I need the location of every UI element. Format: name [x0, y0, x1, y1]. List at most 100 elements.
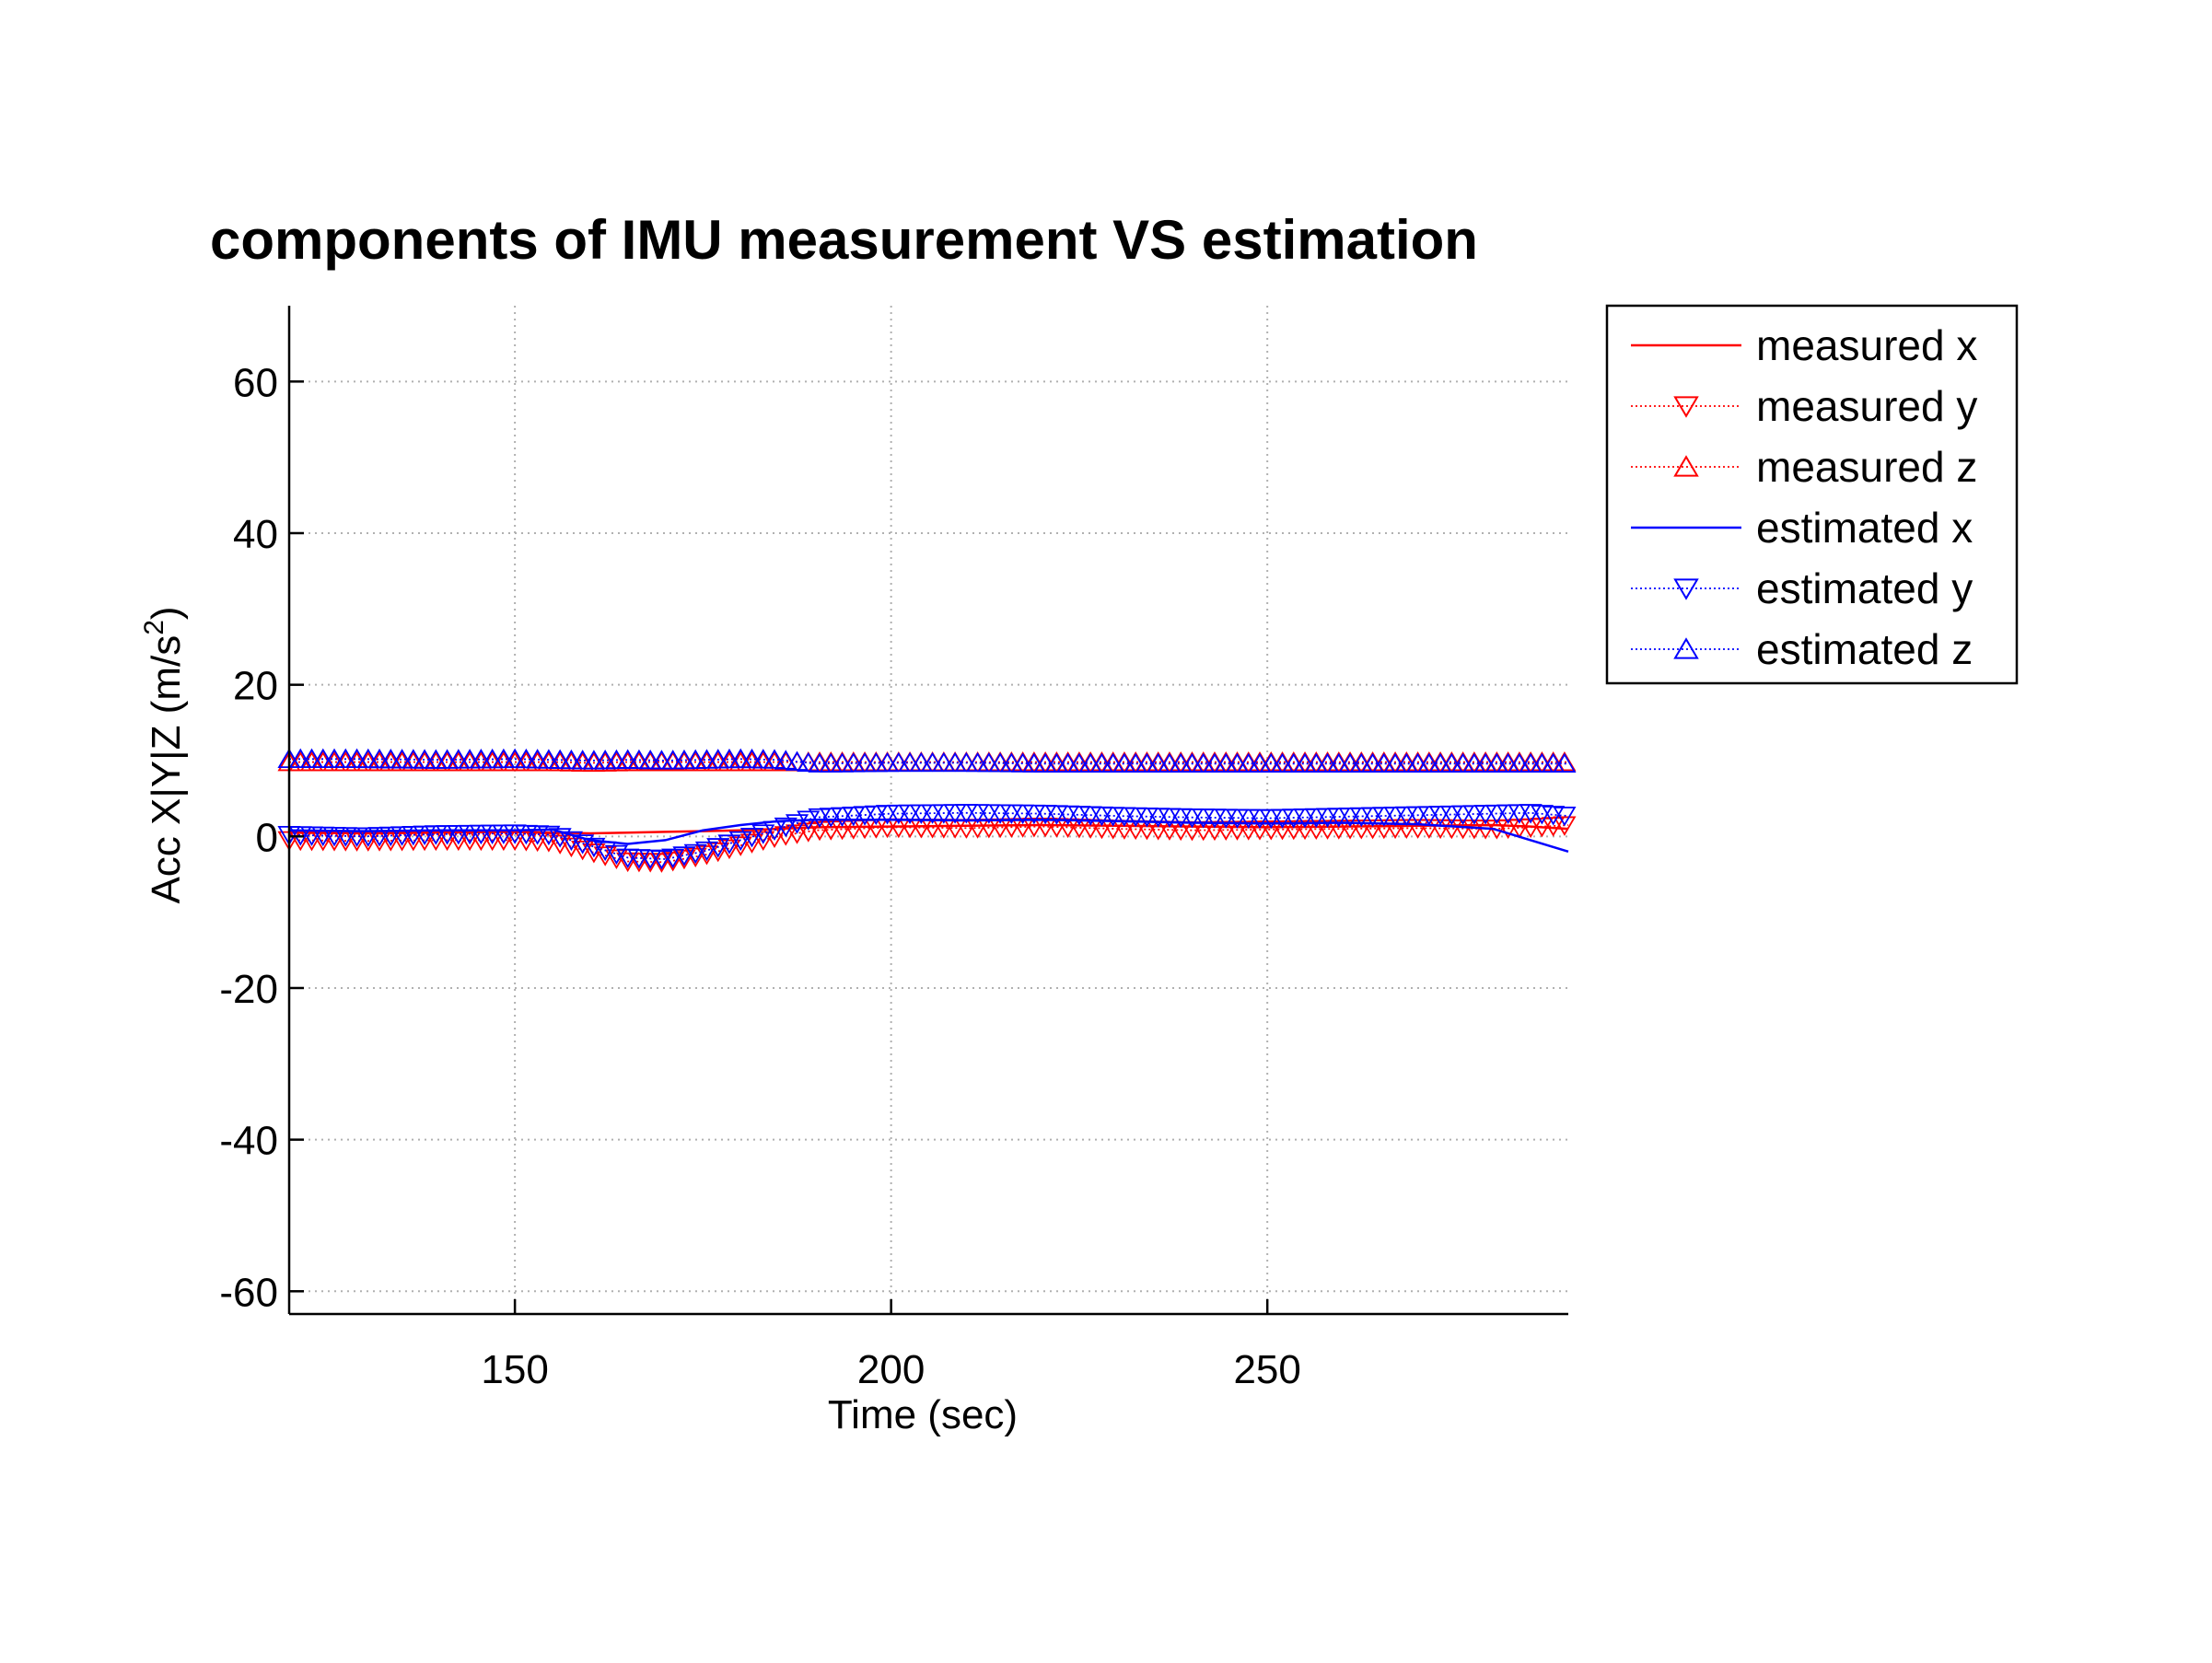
series-estimated-y — [277, 804, 1577, 870]
data-point-marker — [604, 749, 628, 770]
data-point-marker — [514, 748, 538, 769]
data-point-marker — [1394, 819, 1418, 840]
data-point-marker — [1101, 807, 1125, 827]
data-point-marker — [1338, 820, 1362, 840]
legend-item: measured x — [1631, 321, 1977, 369]
data-point-marker — [728, 748, 752, 769]
data-point-marker — [582, 750, 606, 770]
data-point-marker — [1451, 820, 1475, 840]
data-point-marker — [1112, 807, 1136, 827]
data-point-marker — [1225, 752, 1250, 773]
data-point-marker — [1203, 808, 1227, 829]
data-point-marker — [311, 748, 335, 769]
data-point-marker — [683, 843, 707, 865]
data-point-marker — [1169, 752, 1193, 773]
data-point-marker — [717, 834, 741, 855]
data-point-marker — [797, 822, 821, 843]
data-point-marker — [909, 804, 933, 824]
data-point-marker — [390, 832, 414, 852]
data-point-marker — [378, 748, 402, 769]
data-point-marker — [537, 749, 561, 769]
legend-marker — [1673, 455, 1699, 477]
y-axis-label: Acc X|Y|Z (m/s2) — [139, 606, 189, 903]
data-point-marker — [763, 820, 786, 841]
data-point-marker — [1484, 804, 1508, 825]
data-point-marker — [661, 852, 685, 872]
data-point-marker — [1011, 804, 1035, 825]
data-point-marker — [774, 817, 797, 838]
y-tick-label: -40 — [219, 1119, 278, 1164]
legend-marker — [1673, 637, 1699, 659]
data-point-marker — [1360, 752, 1385, 773]
legend-item: measured y — [1631, 382, 1977, 430]
data-point-marker — [492, 748, 516, 769]
data-point-marker — [1417, 806, 1441, 826]
data-point-marker — [1451, 752, 1475, 773]
data-point-marker — [333, 827, 357, 847]
data-point-marker — [819, 808, 843, 828]
data-point-marker — [344, 832, 369, 852]
y-axis-label-close: ) — [144, 606, 189, 620]
data-point-marker — [299, 748, 324, 769]
data-point-marker — [1349, 820, 1373, 840]
legend-marker — [1673, 578, 1699, 600]
data-point-marker — [1248, 808, 1272, 830]
data-point-marker — [311, 826, 335, 847]
data-point-marker — [1519, 818, 1543, 839]
data-point-marker — [1372, 807, 1396, 827]
data-point-marker — [1022, 752, 1046, 773]
series-measured-y — [277, 816, 1577, 873]
data-point-marker — [728, 831, 752, 852]
data-point-marker — [819, 752, 843, 773]
data-point-marker — [943, 751, 967, 773]
data-point-marker — [1315, 808, 1340, 828]
data-point-marker — [1056, 752, 1080, 773]
data-point-marker — [661, 848, 685, 869]
data-point-marker — [638, 749, 662, 770]
data-point-marker — [1496, 819, 1520, 840]
data-point-marker — [1282, 752, 1306, 773]
data-point-marker — [1214, 808, 1238, 829]
data-point-marker — [1462, 805, 1486, 825]
data-point-marker — [1349, 752, 1373, 773]
data-point-marker — [1360, 820, 1385, 840]
data-point-marker — [356, 832, 380, 852]
data-point-marker — [1147, 752, 1170, 773]
data-point-marker — [864, 751, 888, 773]
data-point-marker — [887, 804, 911, 825]
data-point-marker — [785, 814, 809, 834]
data-point-marker — [492, 831, 516, 852]
data-point-marker — [424, 831, 448, 852]
data-point-marker — [402, 832, 425, 852]
data-point-marker — [378, 832, 402, 852]
data-point-marker — [954, 751, 978, 773]
data-point-marker — [1067, 752, 1091, 773]
legend-label: measured y — [1756, 382, 1977, 430]
data-point-marker — [921, 804, 945, 824]
data-point-marker — [853, 806, 877, 826]
data-point-marker — [717, 748, 741, 769]
data-point-marker — [1282, 808, 1306, 829]
data-point-marker — [571, 750, 595, 770]
data-point-marker — [1259, 820, 1283, 841]
data-point-marker — [1327, 808, 1351, 828]
legend-label: estimated x — [1756, 504, 1973, 552]
data-point-marker — [683, 749, 707, 770]
data-point-marker — [469, 749, 493, 769]
data-point-marker — [1101, 752, 1125, 773]
data-point-marker — [344, 827, 369, 847]
data-point-marker — [402, 749, 425, 769]
data-point-marker — [288, 831, 312, 852]
data-point-marker — [1248, 820, 1272, 841]
x-axis-label: Time (sec) — [828, 1392, 1018, 1437]
data-point-marker — [706, 838, 730, 858]
data-point-marker — [875, 751, 900, 773]
data-point-marker — [1519, 752, 1543, 773]
data-point-marker — [1192, 752, 1216, 773]
data-point-marker — [333, 748, 357, 769]
data-point-marker — [1508, 752, 1531, 773]
data-point-marker — [739, 748, 764, 769]
data-point-marker — [751, 831, 775, 851]
data-point-marker — [1304, 820, 1328, 841]
